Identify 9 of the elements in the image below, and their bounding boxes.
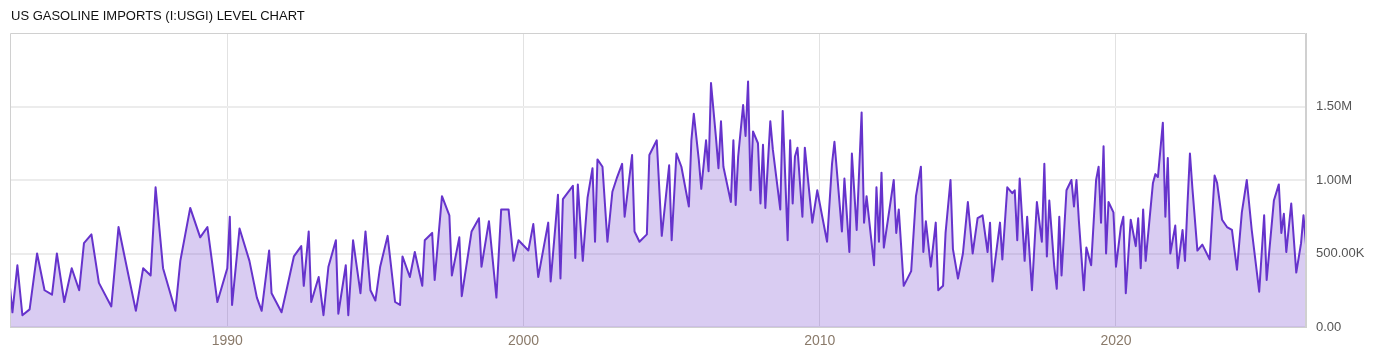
y-tick-label: 500.00K [1316,245,1365,261]
x-tick-label: 2000 [507,332,540,349]
x-tick-label: 2010 [804,332,836,349]
chart-title: US GASOLINE IMPORTS (I:USGI) LEVEL CHART [11,8,305,23]
y-tick-label: 0.00 [1316,318,1342,334]
y-tick-label: 1.00M [1316,171,1353,187]
x-tick-label: 1990 [211,332,244,349]
x-tick-label: 2020 [1100,332,1132,349]
y-tick-label: 1.50M [1316,98,1353,114]
